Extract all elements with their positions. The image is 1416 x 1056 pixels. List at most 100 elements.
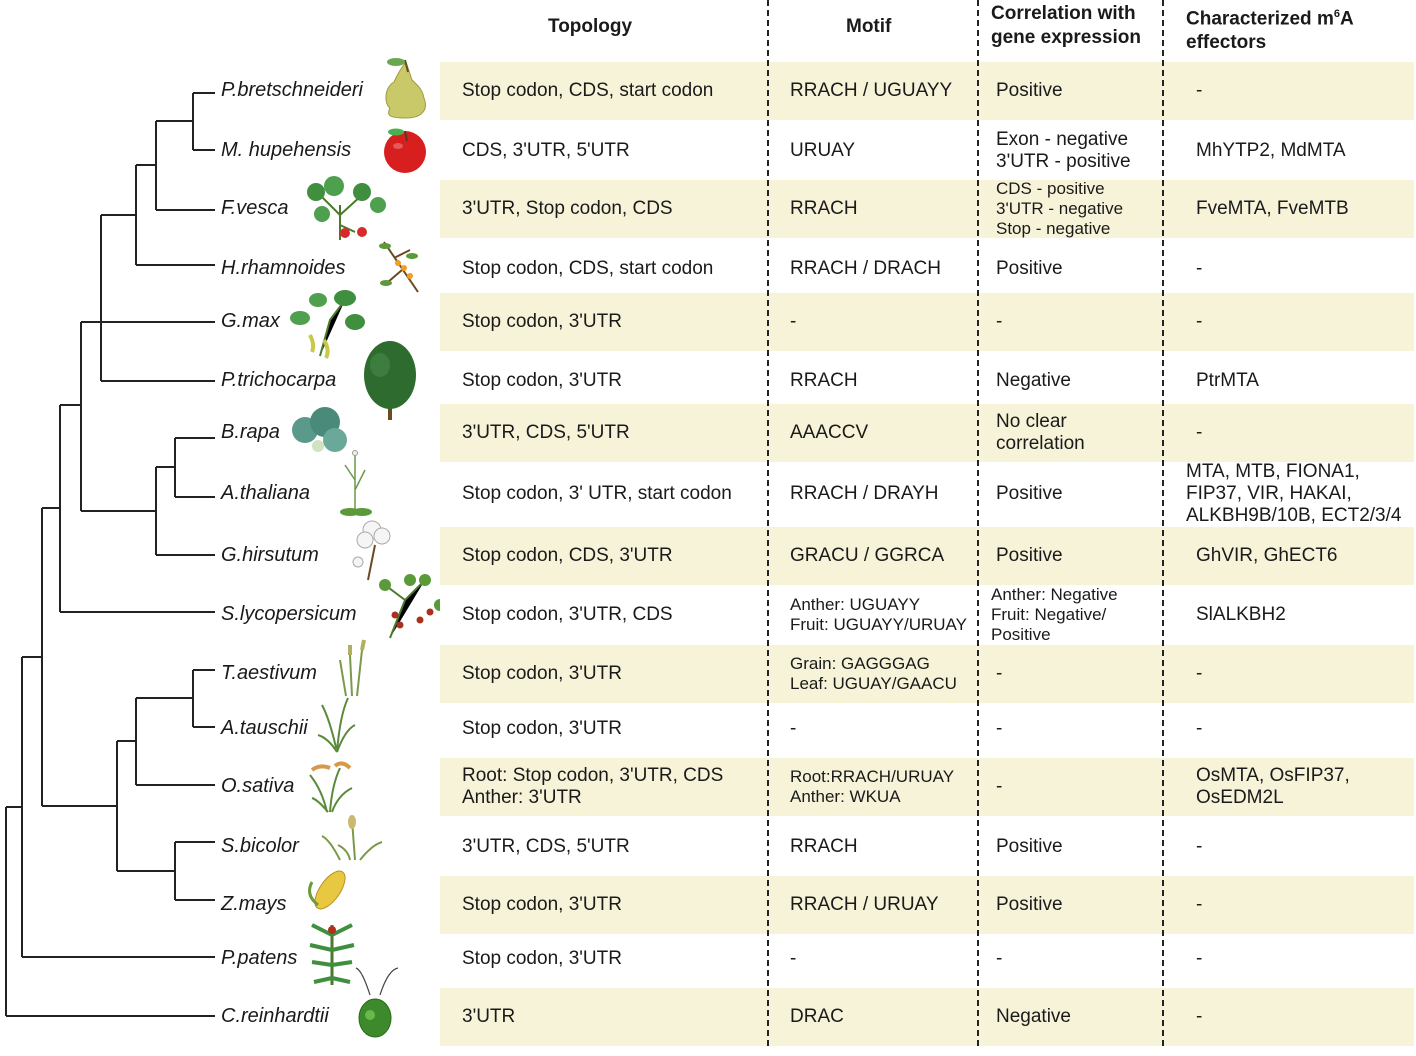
effectors-cell: - [1196,240,1411,298]
topology-cell: 3'UTR, CDS, 5'UTR [462,404,762,462]
topology-line: Stop codon, 3'UTR [462,663,622,684]
species-label: M. hupehensis [221,139,352,161]
correlation-line: 3'UTR - negative [996,199,1124,218]
topology-line: 3'UTR, CDS, 5'UTR [462,422,630,443]
header-effectors-prefix: Characterized m [1186,8,1334,30]
motif-line: Fruit: UGUAYY/URUAY [790,615,967,634]
soybean-plant-icon [290,290,365,359]
species-label: S.lycopersicum [221,603,357,625]
effectors-line: ALKBH9B/10B, ECT2/3/4 [1186,505,1402,526]
effectors-cell: FveMTA, FveMTB [1196,180,1411,238]
motif-line: RRACH / DRACH [790,258,941,279]
correlation-cell: Exon - negative 3'UTR - positive [996,122,1161,180]
effectors-line: MhYTP2, MdMTA [1196,140,1346,161]
tree-branch [135,164,215,266]
row-band [440,293,1414,351]
effectors-line: - [1196,718,1203,739]
motif-cell: - [790,700,975,758]
cabbage-icon [292,407,347,452]
correlation-line: No clear [996,411,1067,432]
motif-line: Grain: GAGGGAG [790,654,930,673]
topology-cell: Stop codon, 3'UTR [462,645,762,703]
tree-branch [59,404,215,613]
tree-branch [192,669,215,728]
effectors-line: - [1196,894,1203,915]
correlation-line: Exon - negative [996,129,1129,150]
motif-line: RRACH [790,198,858,219]
topology-line: Anther: 3'UTR [462,787,582,808]
correlation-cell: - [996,700,1161,758]
correlation-cell: Positive [996,240,1161,298]
species-label: O.sativa [221,775,295,797]
correlation-line: 3'UTR - positive [996,151,1131,172]
motif-line: Root:RRACH/URUAY [790,767,955,786]
motif-cell: RRACH / UGUAYY [790,62,975,120]
motif-cell: RRACH [790,818,975,876]
effectors-line: - [1196,948,1203,969]
species-label: Z.mays [221,893,287,915]
correlation-line: - [996,718,1003,739]
tree-branch [174,437,215,498]
cotton-icon [352,520,391,581]
row-band [440,404,1414,462]
effectors-line: - [1196,663,1203,684]
effectors-line: FIP37, VIR, HAKAI, [1186,483,1352,504]
effectors-line: GhVIR, GhECT6 [1196,545,1338,566]
motif-cell: - [790,930,975,988]
topology-line: Stop codon, CDS, 3'UTR [462,545,673,566]
correlation-cell: - [996,293,1161,351]
effectors-line: OsEDM2L [1196,787,1284,808]
correlation-line: Positive [996,258,1063,279]
motif-cell: - [790,293,975,351]
motif-cell: GRACU / GGRCA [790,527,975,585]
header-correlation: Correlation with gene expression [991,2,1141,50]
header-motif: Motif [846,16,892,37]
correlation-cell: Negative [996,352,1161,410]
pear-icon [385,58,426,119]
correlation-line: Stop - negative [996,219,1111,238]
topology-line: 3'UTR, Stop codon, CDS [462,198,673,219]
tree-branch [100,214,215,323]
effectors-cell: - [1196,930,1411,988]
species-label: P.patens [221,947,298,969]
topology-cell: Stop codon, CDS, 3'UTR [462,527,762,585]
motif-line: Anther: WKUA [790,787,901,806]
column-divider [977,0,979,1046]
correlation-cell: - [996,645,1161,703]
effectors-line: OsMTA, OsFIP37, [1196,765,1350,786]
topology-line: Stop codon, 3'UTR [462,370,622,391]
correlation-line: Anther: Negative [991,585,1118,604]
effectors-cell: - [1196,293,1411,351]
tree-branch [116,740,175,872]
motif-cell: Grain: GAGGGAG Leaf: UGUAY/GAACU [790,645,975,703]
wheat-icon [339,639,366,697]
species-label: B.rapa [221,421,280,443]
motif-cell: RRACH [790,180,975,238]
species-label: H.rhamnoides [221,257,346,279]
correlation-cell: Negative [996,988,1161,1046]
tomato-plant-icon [379,574,440,639]
species-label: G.max [221,310,280,332]
effectors-cell: - [1196,988,1411,1046]
effectors-cell: PtrMTA [1196,352,1411,410]
motif-cell: DRAC [790,988,975,1046]
motif-cell: Anther: UGUAYY Fruit: UGUAYY/URUAY [790,586,975,644]
effectors-line: - [1196,422,1203,443]
correlation-cell: Positive [996,465,1161,523]
topology-line: CDS, 3'UTR, 5'UTR [462,140,630,161]
correlation-line: Positive [996,483,1063,504]
correlation-cell: - [996,758,1161,816]
correlation-line: correlation [996,433,1085,454]
motif-cell: URUAY [790,122,975,180]
arabidopsis-icon [340,450,372,516]
motif-line: DRAC [790,1006,844,1027]
tree-branch [192,92,215,151]
tree-branch [5,806,215,1017]
correlation-cell: - [996,930,1161,988]
effectors-cell: OsMTA, OsFIP37, OsEDM2L [1196,758,1411,816]
topology-cell: Stop codon, 3'UTR [462,352,762,410]
correlation-cell: CDS - positive 3'UTR - negative Stop - neg… [996,179,1161,238]
topology-line: Stop codon, 3'UTR [462,311,622,332]
correlation-line: - [996,776,1003,797]
apple-icon [384,128,426,173]
